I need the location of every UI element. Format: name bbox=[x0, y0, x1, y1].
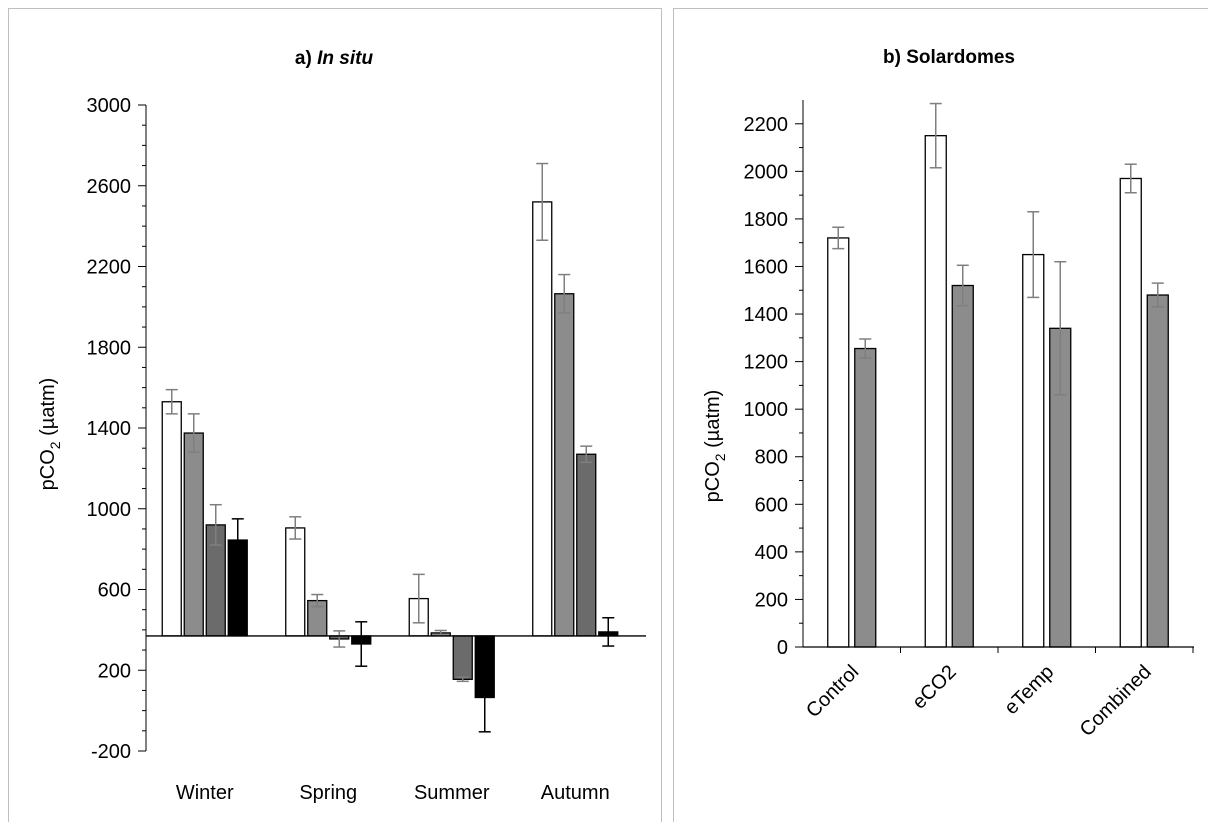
bar bbox=[951, 284, 974, 648]
bar bbox=[183, 432, 204, 637]
x-tick-label: Combined bbox=[1076, 661, 1156, 741]
y-tick-label: 2600 bbox=[87, 176, 132, 198]
solardomes-chart: b) Solardomes pCO2 (µatm) 0 200 400 600 800 1… bbox=[702, 47, 1194, 741]
bar bbox=[161, 401, 182, 637]
chart-panel-in-situ: a) In situ pCO2 (µatm) -200 200 600 1000 140… bbox=[8, 8, 662, 822]
bar bbox=[854, 347, 877, 648]
y-tick-label: -200 bbox=[91, 741, 131, 763]
bar bbox=[452, 635, 473, 680]
y-tick-label: 1400 bbox=[87, 418, 132, 440]
in-situ-chart: a) In situ pCO2 (µatm) -200 200 600 1000 140… bbox=[37, 48, 646, 804]
y-tick-label: 1800 bbox=[744, 209, 789, 231]
y-tick-label: 1000 bbox=[744, 399, 789, 421]
y-tick-label: 800 bbox=[755, 447, 788, 469]
chart-title-solardomes: b) Solardomes bbox=[883, 47, 1015, 68]
bar bbox=[924, 135, 947, 648]
bar bbox=[1022, 253, 1045, 648]
y-tick-label: 600 bbox=[98, 580, 131, 602]
x-tick-label: Control bbox=[802, 661, 863, 722]
chart-panel-solardomes: b) Solardomes pCO2 (µatm) 0 200 400 600 800 1… bbox=[673, 8, 1208, 822]
x-tick-label: eCO2 bbox=[908, 661, 961, 714]
y-tick-label: 2200 bbox=[744, 114, 789, 136]
y-tick-label: 1600 bbox=[744, 256, 789, 278]
y-tick-label: 1800 bbox=[87, 337, 132, 359]
y-tick-label: 400 bbox=[755, 542, 788, 564]
y-tick-label: 1000 bbox=[87, 499, 132, 521]
y-tick-label: 0 bbox=[777, 637, 788, 659]
chart-title-in-situ: a) In situ bbox=[295, 48, 374, 69]
y-tick-label: 2200 bbox=[87, 257, 132, 279]
bar bbox=[285, 527, 306, 637]
bar bbox=[576, 453, 597, 637]
x-tick-label: Summer bbox=[414, 782, 490, 804]
bar bbox=[532, 201, 553, 637]
x-tick-label: Spring bbox=[299, 782, 357, 804]
y-tick-label: 1400 bbox=[744, 304, 789, 326]
bar bbox=[554, 293, 575, 637]
y-tick-label: 200 bbox=[755, 589, 788, 611]
y-tick-label: 600 bbox=[755, 494, 788, 516]
bar bbox=[1146, 294, 1169, 648]
y-axis-label-solardomes: pCO2 (µatm) bbox=[702, 390, 728, 503]
y-tick-label: 1200 bbox=[744, 352, 789, 374]
bar bbox=[1119, 177, 1142, 648]
bar bbox=[827, 237, 850, 648]
x-tick-label: Autumn bbox=[541, 782, 610, 804]
y-tick-label: 200 bbox=[98, 660, 131, 682]
y-axis-label-in-situ: pCO2 (µatm) bbox=[37, 378, 63, 491]
x-tick-label: eTemp bbox=[1000, 661, 1058, 719]
x-tick-label: Winter bbox=[176, 782, 234, 804]
y-tick-label: 2000 bbox=[744, 161, 789, 183]
y-tick-label: 3000 bbox=[87, 95, 132, 117]
